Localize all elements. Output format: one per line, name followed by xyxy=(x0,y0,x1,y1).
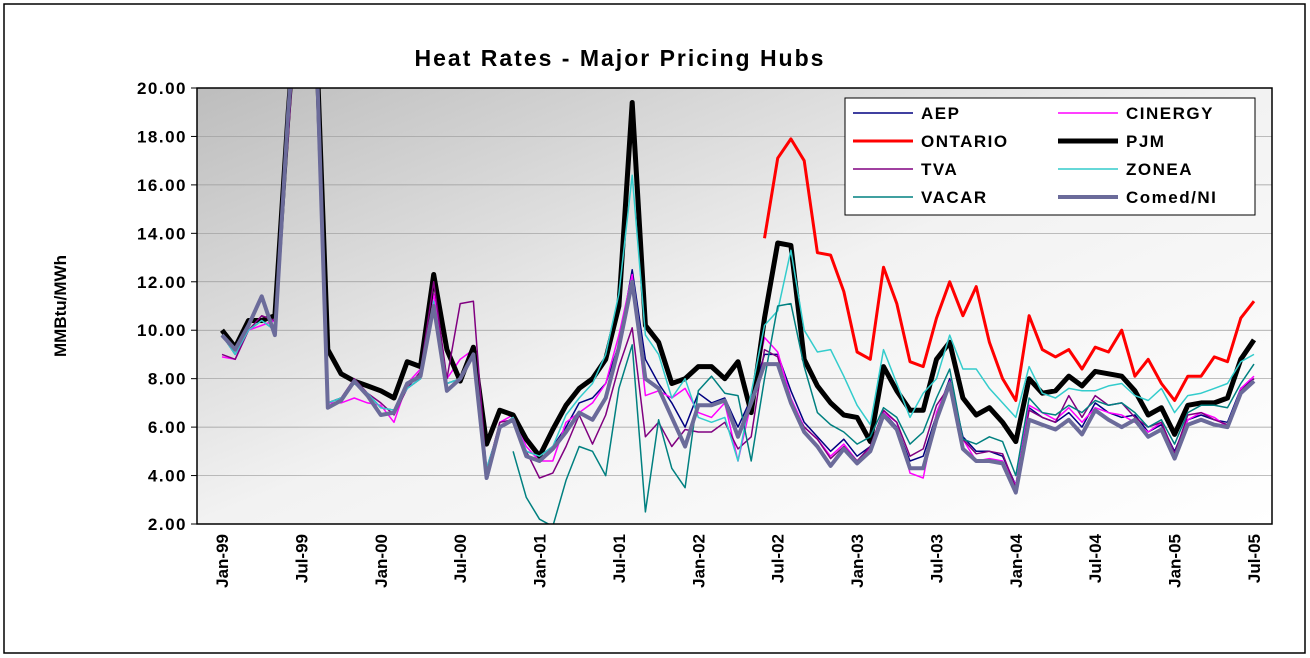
y-tick-label: 6.00 xyxy=(148,418,187,437)
legend-label: AEP xyxy=(921,104,960,123)
y-tick-label: 12.00 xyxy=(137,273,187,292)
legend-label: TVA xyxy=(921,160,958,179)
legend-box xyxy=(844,97,1256,216)
y-tick-label: 16.00 xyxy=(137,176,187,195)
x-tick-label: Jul-04 xyxy=(1086,533,1105,583)
x-tick-label: Jan-01 xyxy=(531,534,550,588)
series-line xyxy=(512,302,1255,524)
x-tick-label: Jan-99 xyxy=(213,534,232,588)
series-line xyxy=(221,88,1255,489)
legend-label: ZONEA xyxy=(1126,160,1193,179)
chart-title: Heat Rates - Major Pricing Hubs xyxy=(415,45,826,71)
y-tick-label: 2.00 xyxy=(148,515,187,534)
legend-label: ONTARIO xyxy=(921,132,1009,151)
x-tick-label: Jan-00 xyxy=(372,534,391,588)
y-tick-label: 14.00 xyxy=(137,224,187,243)
y-tick-label: 20.00 xyxy=(137,79,187,98)
series-line xyxy=(763,137,1256,402)
y-tick-label: 10.00 xyxy=(137,321,187,340)
x-tick-label: Jul-05 xyxy=(1245,534,1264,583)
x-tick-label: Jul-03 xyxy=(927,534,946,583)
y-tick-label: 18.00 xyxy=(137,127,187,146)
x-tick-label: Jan-03 xyxy=(848,534,867,588)
x-tick-label: Jul-99 xyxy=(292,534,311,583)
legend-label: CINERGY xyxy=(1126,104,1214,123)
x-tick-label: Jan-02 xyxy=(689,534,708,588)
legend-label: Comed/NI xyxy=(1126,188,1217,207)
plot-border xyxy=(196,87,1273,525)
legend-label: PJM xyxy=(1126,132,1165,151)
x-tick-label: Jan-04 xyxy=(1007,533,1026,587)
y-tick-label: 8.00 xyxy=(148,370,187,389)
series-line xyxy=(220,88,1256,495)
x-tick-label: Jan-05 xyxy=(1166,534,1185,588)
y-tick-label: 4.00 xyxy=(148,467,187,486)
x-tick-label: Jul-00 xyxy=(451,534,470,583)
series-line xyxy=(220,88,1257,459)
y-axis-label: MMBtu/MWh xyxy=(51,255,70,357)
legend-label: VACAR xyxy=(921,188,988,207)
x-tick-label: Jul-02 xyxy=(769,534,788,583)
x-tick-label: Jul-01 xyxy=(610,534,629,583)
